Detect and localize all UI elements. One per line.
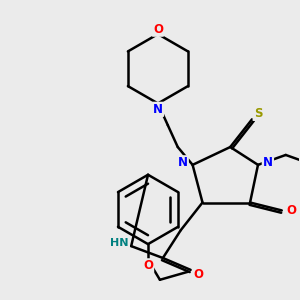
Text: HN: HN bbox=[110, 238, 128, 248]
Text: N: N bbox=[153, 103, 163, 116]
Text: O: O bbox=[143, 260, 153, 272]
Text: N: N bbox=[263, 156, 273, 170]
Text: O: O bbox=[194, 268, 203, 281]
Text: N: N bbox=[178, 156, 188, 170]
Text: S: S bbox=[254, 107, 262, 120]
Text: O: O bbox=[287, 204, 297, 217]
Text: O: O bbox=[153, 22, 163, 36]
